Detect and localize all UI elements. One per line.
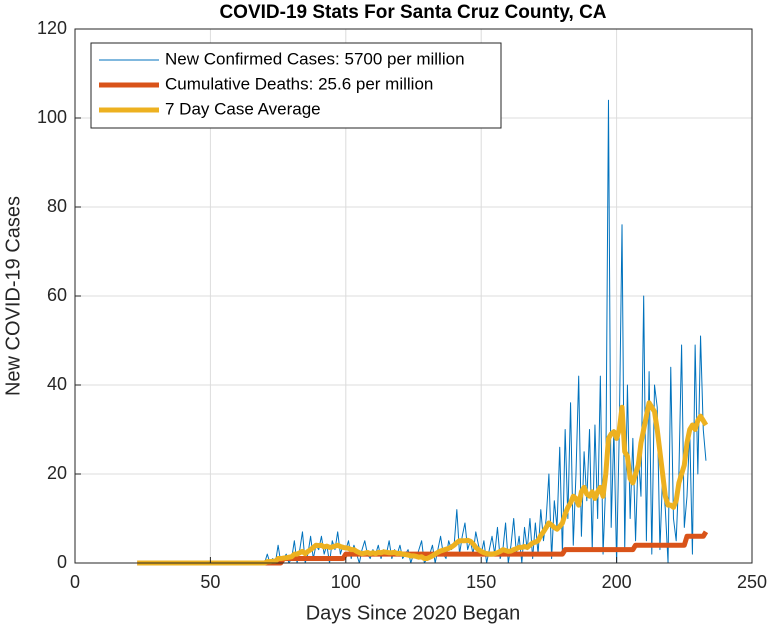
chart-title: COVID-19 Stats For Santa Cruz County, CA: [219, 2, 606, 23]
x-tick-label: 50: [200, 572, 220, 592]
x-tick-label: 250: [737, 572, 767, 592]
legend-box: [90, 42, 502, 129]
legend-label: New Confirmed Cases: 5700 per million: [165, 49, 465, 68]
y-tick-label: 120: [37, 18, 67, 38]
y-axis-label: New COVID-19 Cases: [2, 196, 24, 396]
ticks: 0 50 100 150 200 250 0 20 40 60 80 100 120: [37, 18, 767, 592]
legend: New Confirmed Cases: 5700 per million Cum…: [90, 42, 502, 129]
legend-label: 7 Day Case Average: [165, 99, 321, 118]
y-tick-label: 0: [57, 552, 67, 572]
x-tick-label: 0: [70, 572, 80, 592]
y-tick-label: 60: [47, 285, 67, 305]
x-axis-label: Days Since 2020 Began: [306, 602, 521, 624]
y-tick-label: 100: [37, 107, 67, 127]
x-tick-label: 100: [331, 572, 361, 592]
y-tick-label: 20: [47, 463, 67, 483]
y-tick-label: 40: [47, 374, 67, 394]
y-tick-label: 80: [47, 196, 67, 216]
legend-label: Cumulative Deaths: 25.6 per million: [165, 74, 433, 93]
x-tick-label: 200: [602, 572, 632, 592]
x-tick-label: 150: [466, 572, 496, 592]
